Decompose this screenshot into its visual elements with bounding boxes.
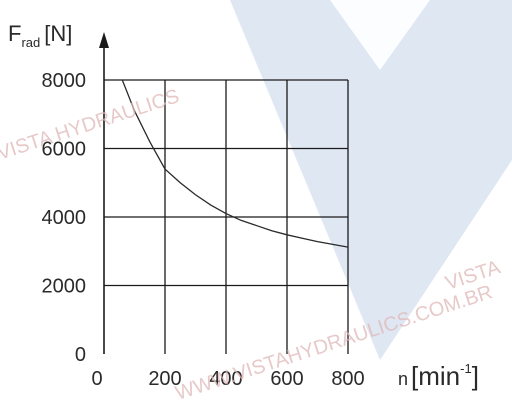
x-tick-label: 200 [148,368,181,390]
series-line [121,79,349,248]
x-axis-label: n [min-1] [398,361,479,391]
chart-grid [99,32,349,354]
y-axis-arrow [99,32,109,48]
logo-notch [330,0,430,70]
y-tick-label: 0 [75,344,86,366]
y-axis-label: Frad [N] [8,21,72,50]
x-tick-label: 400 [209,368,242,390]
logo-shape [230,0,512,360]
chart-plot [121,79,349,248]
y-tick-labels: 0 2000 4000 6000 8000 [42,70,87,366]
x-tick-label: 600 [270,368,303,390]
watermark-line: VISTA HYDRAULICS [0,85,182,165]
y-tick-label: 4000 [42,207,87,229]
y-tick-label: 8000 [42,70,87,92]
x-tick-label: 0 [91,368,102,390]
x-tick-labels: 0 200 400 600 800 [91,368,364,390]
y-tick-label: 6000 [42,139,87,161]
watermark-logo [230,0,512,360]
x-tick-label: 800 [331,368,364,390]
y-tick-label: 2000 [42,276,87,298]
